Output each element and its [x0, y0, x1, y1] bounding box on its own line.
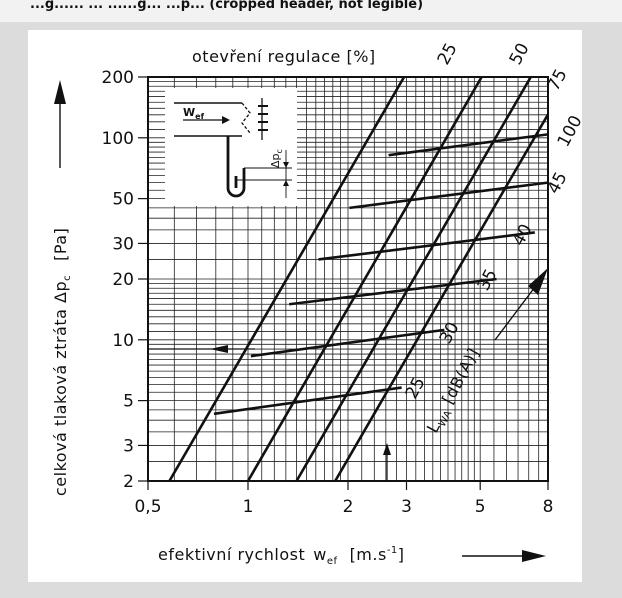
opening-lines	[168, 77, 548, 481]
y-axis-ticks: 2 3 5 10 20 30 50 100 200	[102, 68, 148, 492]
x-axis-title: efektivní rychlost wef [m.s-1]	[158, 545, 405, 567]
y-tick-label: 20	[112, 270, 134, 290]
opening-line-25	[168, 77, 406, 481]
flow-arrow-head	[222, 116, 230, 124]
y-tick-label: 50	[112, 190, 134, 210]
x-tick-label: 2	[343, 497, 354, 517]
noise-axis-arrow-head	[528, 268, 548, 295]
top-strip	[0, 0, 622, 22]
y-tick-label: 5	[123, 392, 134, 412]
x-tick-label: 5	[475, 497, 486, 517]
top-label: otevření regulace [%]	[192, 47, 376, 66]
inset-background	[165, 88, 297, 206]
noise-line-30	[250, 328, 445, 358]
noise-lines	[213, 133, 548, 416]
u-tube	[226, 136, 246, 198]
y-tick-label: 10	[112, 331, 134, 351]
chart-panel	[28, 30, 582, 582]
noise-line-extra-5	[388, 133, 548, 157]
noise-line-40	[318, 231, 535, 261]
y-tick-label: 30	[112, 234, 134, 254]
y-axis-title: celková tlaková ztráta Δpc[Pa]	[51, 228, 73, 496]
opening-line-75	[295, 77, 532, 481]
y-axis-arrow-head	[54, 80, 66, 104]
noise-line-45	[349, 181, 548, 210]
x-axis-ticks: 0,5 1 2 3 5 8	[134, 481, 553, 517]
noise-axis-arrow-line	[494, 282, 539, 341]
opening-line-50	[246, 77, 483, 481]
x-tick-label: 0,5	[134, 497, 161, 517]
dimension-arrow-bottom	[283, 180, 289, 186]
cropped-header-text: ...g...... ... ......g... ...p... (cropp…	[30, 0, 423, 12]
y-tick-label: 3	[123, 436, 134, 456]
dimension-arrow-top	[283, 162, 289, 168]
x-tick-label: 8	[543, 497, 554, 517]
inset-pressure-label: Δpc	[269, 149, 284, 168]
x-tick-label: 1	[243, 497, 254, 517]
noise-line-35	[288, 277, 497, 306]
y-tick-label: 100	[102, 129, 134, 149]
x-axis-arrow-head	[522, 550, 546, 562]
x-tick-label: 3	[401, 497, 412, 517]
example-left-arrow	[210, 345, 228, 353]
inset-velocity-label: Wef	[183, 106, 205, 121]
y-tick-label: 2	[123, 472, 134, 492]
inset-schematic: Wef Δpc	[165, 88, 297, 206]
y-tick-label: 200	[102, 68, 134, 88]
example-up-arrow	[383, 443, 391, 455]
damper-blades	[241, 102, 251, 134]
opening-line-100	[334, 111, 548, 481]
noise-line-25	[213, 386, 402, 416]
